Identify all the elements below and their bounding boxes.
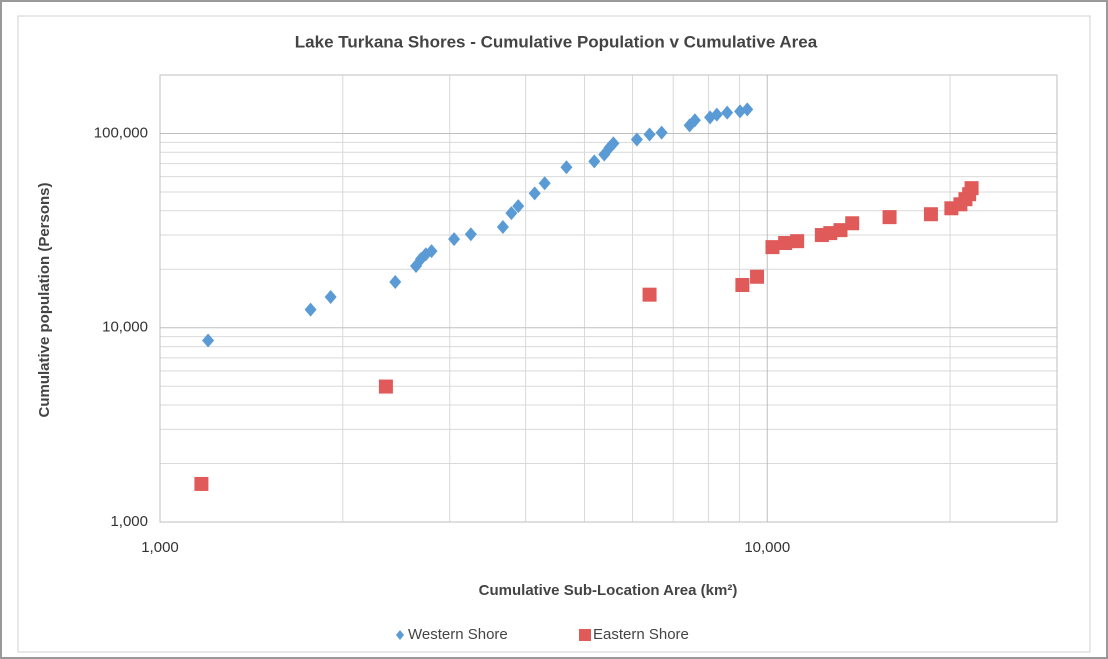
point: [778, 236, 793, 251]
legend-marker: [579, 629, 591, 641]
point: [464, 227, 477, 242]
point: [630, 132, 643, 147]
point: [560, 160, 573, 175]
point: [964, 181, 979, 196]
y-axis-title: Cumulative population (Persons): [36, 182, 53, 417]
point: [607, 136, 620, 151]
legend-label: Eastern Shore: [593, 626, 689, 643]
point: [642, 287, 657, 302]
x-tick-label: 1,000: [141, 539, 179, 556]
point: [643, 127, 656, 142]
point: [512, 199, 525, 214]
point: [721, 105, 734, 120]
x-tick-label: 10,000: [744, 539, 790, 556]
point: [448, 232, 461, 247]
point: [735, 277, 750, 292]
point: [765, 240, 780, 255]
point: [923, 207, 938, 222]
point: [194, 476, 209, 491]
y-tick-label: 10,000: [102, 319, 148, 336]
point: [505, 206, 518, 221]
point: [750, 269, 765, 284]
point: [304, 302, 317, 317]
point: [528, 186, 541, 201]
point: [882, 210, 897, 225]
point: [496, 220, 509, 235]
point: [710, 107, 723, 122]
point: [202, 333, 215, 348]
point: [389, 274, 402, 289]
point: [845, 216, 860, 231]
point: [833, 223, 848, 238]
point: [538, 176, 551, 191]
plot-border: [159, 74, 1058, 523]
point: [378, 379, 393, 394]
point: [790, 234, 805, 249]
point: [425, 244, 438, 259]
point: [655, 125, 668, 140]
chart-area: [17, 15, 1091, 653]
y-tick-label: 100,000: [94, 124, 148, 141]
legend-marker: [396, 630, 404, 640]
point: [688, 113, 701, 128]
point: [741, 102, 754, 117]
y-tick-label: 1,000: [110, 513, 148, 530]
point: [324, 289, 337, 304]
chart-title: Lake Turkana Shores - Cumulative Populat…: [295, 32, 818, 51]
legend-label: Western Shore: [408, 626, 508, 643]
x-axis-title: Cumulative Sub-Location Area (km²): [479, 582, 738, 599]
point: [588, 154, 601, 169]
